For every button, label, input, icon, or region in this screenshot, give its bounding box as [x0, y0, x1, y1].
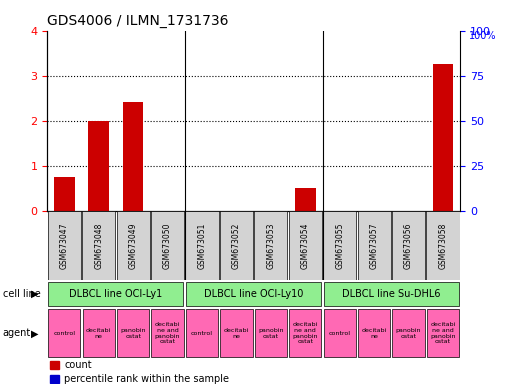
FancyBboxPatch shape: [48, 211, 81, 280]
Text: GDS4006 / ILMN_1731736: GDS4006 / ILMN_1731736: [47, 14, 229, 28]
FancyBboxPatch shape: [186, 211, 219, 280]
Bar: [54, 177, 75, 211]
FancyBboxPatch shape: [324, 282, 459, 306]
Text: GSM673056: GSM673056: [404, 222, 413, 269]
Bar: [433, 64, 453, 211]
Text: 100%: 100%: [469, 31, 496, 41]
FancyBboxPatch shape: [83, 309, 115, 358]
FancyBboxPatch shape: [255, 309, 287, 358]
FancyBboxPatch shape: [358, 211, 391, 280]
Text: GSM673052: GSM673052: [232, 223, 241, 269]
FancyBboxPatch shape: [117, 309, 150, 358]
Text: DLBCL line Su-DHL6: DLBCL line Su-DHL6: [342, 289, 441, 299]
Text: panobin
ostat: panobin ostat: [120, 328, 146, 339]
Text: control: control: [329, 331, 351, 336]
Bar: [50, 375, 60, 383]
Text: GSM673054: GSM673054: [301, 222, 310, 269]
Text: decitabi
ne and
panobin
ostat: decitabi ne and panobin ostat: [430, 322, 456, 344]
Text: control: control: [53, 331, 75, 336]
FancyBboxPatch shape: [289, 309, 322, 358]
Text: panobin
ostat: panobin ostat: [396, 328, 422, 339]
Text: GSM673058: GSM673058: [438, 223, 448, 269]
FancyBboxPatch shape: [151, 309, 184, 358]
Text: control: control: [191, 331, 213, 336]
Text: ▶: ▶: [31, 289, 38, 299]
Text: decitabi
ne: decitabi ne: [86, 328, 111, 339]
FancyBboxPatch shape: [186, 282, 321, 306]
FancyBboxPatch shape: [358, 309, 390, 358]
FancyBboxPatch shape: [324, 309, 356, 358]
Bar: [88, 121, 109, 211]
Text: GSM673048: GSM673048: [94, 223, 103, 269]
Text: decitabi
ne and
panobin
ostat: decitabi ne and panobin ostat: [155, 322, 180, 344]
Text: cell line: cell line: [3, 289, 40, 299]
Text: DLBCL line OCI-Ly1: DLBCL line OCI-Ly1: [70, 289, 163, 299]
Text: decitabi
ne and
panobin
ostat: decitabi ne and panobin ostat: [292, 322, 318, 344]
Bar: [50, 361, 60, 369]
FancyBboxPatch shape: [186, 309, 218, 358]
Text: decitabi
ne: decitabi ne: [361, 328, 387, 339]
Text: decitabi
ne: decitabi ne: [224, 328, 249, 339]
FancyBboxPatch shape: [117, 211, 150, 280]
Text: GSM673049: GSM673049: [129, 222, 138, 269]
FancyBboxPatch shape: [48, 309, 81, 358]
FancyBboxPatch shape: [392, 309, 425, 358]
FancyBboxPatch shape: [392, 211, 425, 280]
Text: agent: agent: [3, 328, 31, 338]
Text: panobin
ostat: panobin ostat: [258, 328, 283, 339]
FancyBboxPatch shape: [82, 211, 115, 280]
Text: percentile rank within the sample: percentile rank within the sample: [64, 374, 230, 384]
Bar: [123, 102, 143, 211]
FancyBboxPatch shape: [289, 211, 322, 280]
FancyBboxPatch shape: [151, 211, 184, 280]
FancyBboxPatch shape: [220, 211, 253, 280]
FancyBboxPatch shape: [49, 282, 184, 306]
Text: GSM673050: GSM673050: [163, 222, 172, 269]
FancyBboxPatch shape: [220, 309, 253, 358]
Text: ▶: ▶: [31, 328, 38, 338]
FancyBboxPatch shape: [426, 211, 460, 280]
Text: GSM673047: GSM673047: [60, 222, 69, 269]
Text: GSM673057: GSM673057: [370, 222, 379, 269]
Text: GSM673055: GSM673055: [335, 222, 344, 269]
FancyBboxPatch shape: [254, 211, 288, 280]
Text: GSM673051: GSM673051: [198, 223, 207, 269]
Bar: [295, 188, 315, 211]
FancyBboxPatch shape: [427, 309, 459, 358]
Text: DLBCL line OCI-Ly10: DLBCL line OCI-Ly10: [204, 289, 303, 299]
Text: GSM673053: GSM673053: [266, 222, 276, 269]
FancyBboxPatch shape: [323, 211, 356, 280]
Text: count: count: [64, 360, 92, 370]
